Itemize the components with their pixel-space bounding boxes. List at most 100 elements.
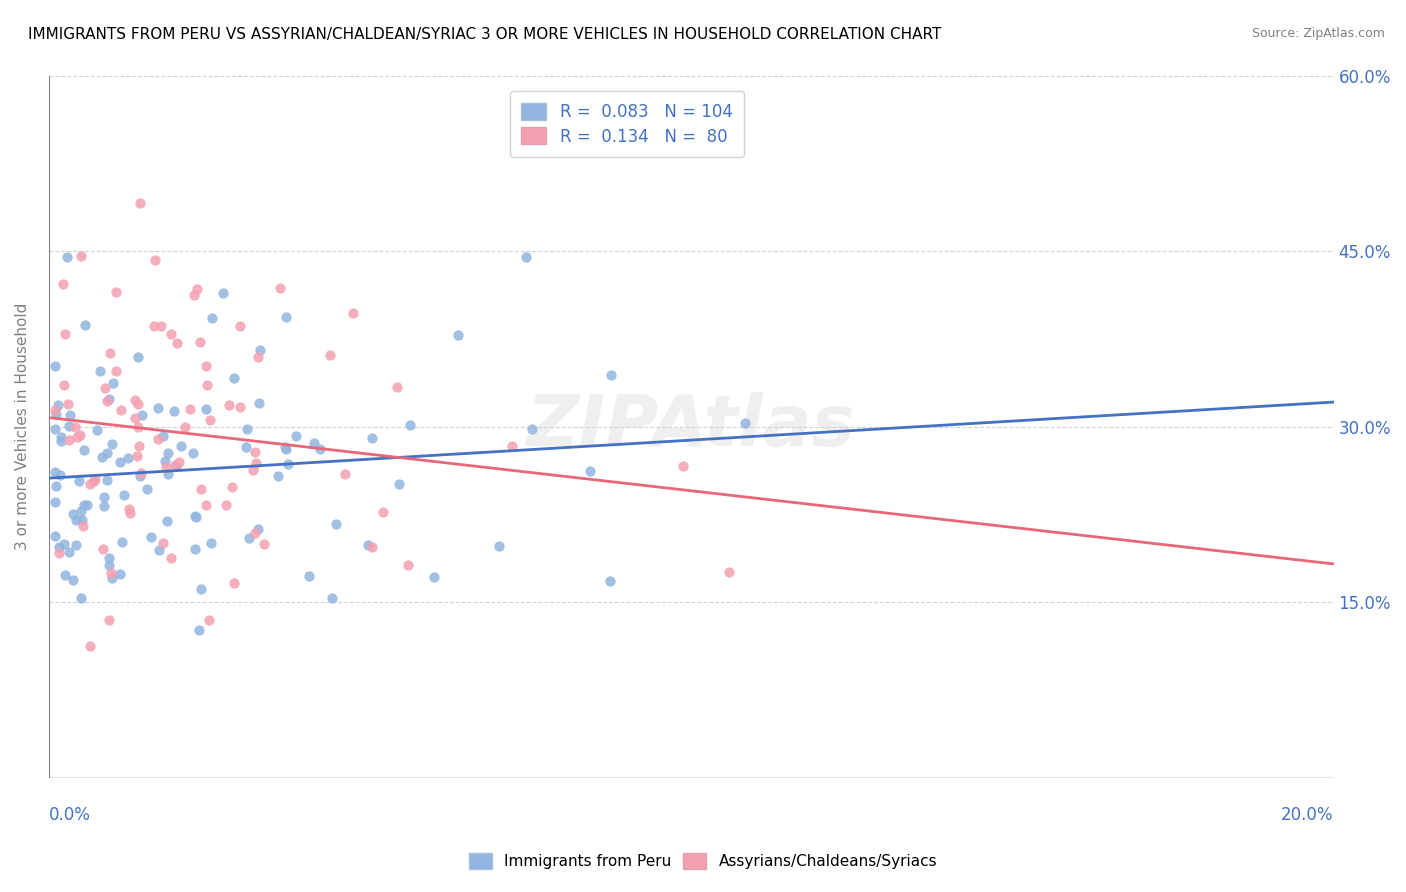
Point bbox=[146, 401, 169, 415]
Point bbox=[222, 371, 245, 385]
Point bbox=[229, 318, 252, 333]
Point bbox=[198, 613, 221, 627]
Point bbox=[45, 479, 67, 493]
Point bbox=[72, 519, 94, 533]
Point bbox=[183, 288, 205, 302]
Point bbox=[152, 536, 174, 550]
Point bbox=[89, 364, 111, 378]
Point bbox=[67, 474, 90, 488]
Point bbox=[127, 351, 149, 365]
Point bbox=[186, 282, 208, 296]
Text: IMMIGRANTS FROM PERU VS ASSYRIAN/CHALDEAN/SYRIAC 3 OR MORE VEHICLES IN HOUSEHOLD: IMMIGRANTS FROM PERU VS ASSYRIAN/CHALDEA… bbox=[28, 27, 942, 42]
Point bbox=[218, 398, 240, 412]
Point bbox=[718, 565, 741, 579]
Point bbox=[108, 567, 131, 582]
Point bbox=[277, 457, 299, 471]
Point bbox=[93, 499, 115, 513]
Point bbox=[157, 446, 180, 460]
Point bbox=[247, 522, 270, 536]
Point bbox=[146, 432, 169, 446]
Point bbox=[253, 537, 276, 551]
Point bbox=[373, 505, 395, 519]
Text: 20.0%: 20.0% bbox=[1281, 806, 1334, 824]
Point bbox=[242, 463, 264, 477]
Point bbox=[44, 494, 66, 508]
Point bbox=[238, 531, 260, 545]
Point bbox=[298, 569, 321, 583]
Point bbox=[73, 318, 96, 332]
Point bbox=[103, 376, 125, 390]
Point bbox=[399, 417, 422, 432]
Point bbox=[166, 336, 188, 351]
Point bbox=[69, 427, 91, 442]
Point bbox=[212, 286, 235, 301]
Point bbox=[58, 418, 80, 433]
Point bbox=[111, 535, 134, 549]
Point bbox=[98, 558, 121, 572]
Point bbox=[201, 310, 224, 325]
Point bbox=[235, 422, 257, 436]
Text: 0.0%: 0.0% bbox=[49, 806, 90, 824]
Point bbox=[229, 401, 252, 415]
Point bbox=[141, 530, 163, 544]
Y-axis label: 3 or more Vehicles in Household: 3 or more Vehicles in Household bbox=[15, 303, 30, 550]
Point bbox=[97, 613, 120, 627]
Point bbox=[184, 508, 207, 523]
Point bbox=[179, 401, 201, 416]
Text: ZIPAtlas: ZIPAtlas bbox=[527, 392, 855, 461]
Point bbox=[423, 570, 446, 584]
Point bbox=[53, 326, 76, 341]
Point bbox=[488, 539, 510, 553]
Point bbox=[70, 249, 93, 263]
Point bbox=[65, 419, 87, 434]
Point bbox=[48, 540, 70, 554]
Point bbox=[100, 566, 122, 581]
Point bbox=[117, 451, 139, 466]
Point bbox=[181, 445, 204, 459]
Point bbox=[59, 408, 82, 422]
Point bbox=[156, 514, 179, 528]
Point bbox=[522, 421, 544, 435]
Point bbox=[672, 459, 695, 474]
Point bbox=[129, 195, 152, 210]
Point bbox=[135, 482, 157, 496]
Point bbox=[148, 542, 170, 557]
Point bbox=[128, 468, 150, 483]
Point bbox=[131, 408, 153, 422]
Point bbox=[194, 401, 217, 416]
Point bbox=[319, 348, 342, 362]
Point bbox=[53, 378, 76, 392]
Point bbox=[361, 541, 384, 555]
Point bbox=[52, 277, 75, 291]
Point bbox=[245, 456, 267, 470]
Point bbox=[52, 536, 75, 550]
Point bbox=[599, 574, 621, 588]
Point bbox=[70, 504, 93, 518]
Point bbox=[515, 250, 537, 264]
Point bbox=[321, 591, 343, 606]
Point bbox=[98, 345, 121, 359]
Point bbox=[156, 467, 179, 481]
Point bbox=[58, 433, 80, 447]
Point bbox=[118, 501, 141, 516]
Text: Source: ZipAtlas.com: Source: ZipAtlas.com bbox=[1251, 27, 1385, 40]
Point bbox=[73, 443, 96, 458]
Point bbox=[325, 517, 347, 532]
Point bbox=[274, 440, 297, 454]
Point bbox=[86, 423, 108, 437]
Point bbox=[357, 538, 380, 552]
Point bbox=[51, 430, 73, 444]
Point bbox=[44, 422, 66, 436]
Point bbox=[243, 525, 266, 540]
Point bbox=[96, 393, 118, 408]
Point bbox=[97, 551, 120, 566]
Point bbox=[200, 535, 222, 549]
Point bbox=[105, 364, 128, 378]
Point bbox=[385, 380, 408, 394]
Point bbox=[388, 477, 411, 491]
Point bbox=[600, 368, 623, 382]
Point bbox=[224, 576, 246, 591]
Point bbox=[48, 546, 70, 560]
Point bbox=[73, 498, 96, 512]
Point bbox=[200, 413, 222, 427]
